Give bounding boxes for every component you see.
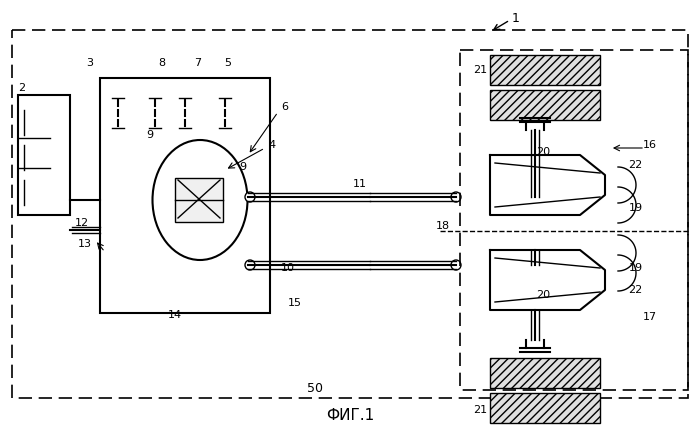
Bar (12, 30, 688, 398)
Circle shape (245, 192, 255, 202)
Bar (460, 50, 688, 390)
Text: 19: 19 (629, 263, 643, 273)
Text: 2: 2 (18, 83, 26, 93)
Polygon shape (490, 250, 605, 310)
Text: 1: 1 (512, 11, 520, 24)
Polygon shape (490, 155, 605, 215)
Bar (18, 95, 70, 215)
Text: ФИГ.1: ФИГ.1 (326, 408, 374, 423)
Text: 18: 18 (436, 221, 450, 231)
Text: 15: 15 (288, 298, 302, 308)
Bar (490, 358, 600, 388)
Bar (490, 55, 600, 85)
Text: 17: 17 (643, 312, 657, 322)
Bar (490, 393, 600, 423)
Text: 10: 10 (281, 263, 295, 273)
Bar (175, 178, 223, 222)
Text: 12: 12 (75, 218, 89, 228)
Text: 8: 8 (158, 58, 166, 68)
Bar (490, 90, 600, 120)
Text: 16: 16 (643, 140, 657, 150)
Text: 21: 21 (473, 405, 487, 415)
Text: 50: 50 (307, 381, 323, 395)
Text: 11: 11 (353, 179, 367, 189)
Text: 4: 4 (268, 140, 276, 150)
Circle shape (245, 260, 255, 270)
Text: 13: 13 (78, 239, 92, 249)
Text: 19: 19 (629, 203, 643, 213)
Text: 9: 9 (146, 130, 153, 140)
Text: 22: 22 (628, 285, 642, 295)
Text: 6: 6 (281, 102, 288, 112)
Text: 9: 9 (239, 162, 246, 172)
Text: 21: 21 (473, 65, 487, 75)
Text: 20: 20 (536, 147, 550, 157)
Text: 3: 3 (87, 58, 94, 68)
Text: 14: 14 (168, 310, 182, 320)
Ellipse shape (153, 140, 248, 260)
Bar (100, 78, 270, 313)
Text: 5: 5 (225, 58, 232, 68)
Circle shape (451, 192, 461, 202)
Circle shape (451, 260, 461, 270)
Text: 20: 20 (536, 290, 550, 300)
Text: 7: 7 (195, 58, 202, 68)
Text: 22: 22 (628, 160, 642, 170)
